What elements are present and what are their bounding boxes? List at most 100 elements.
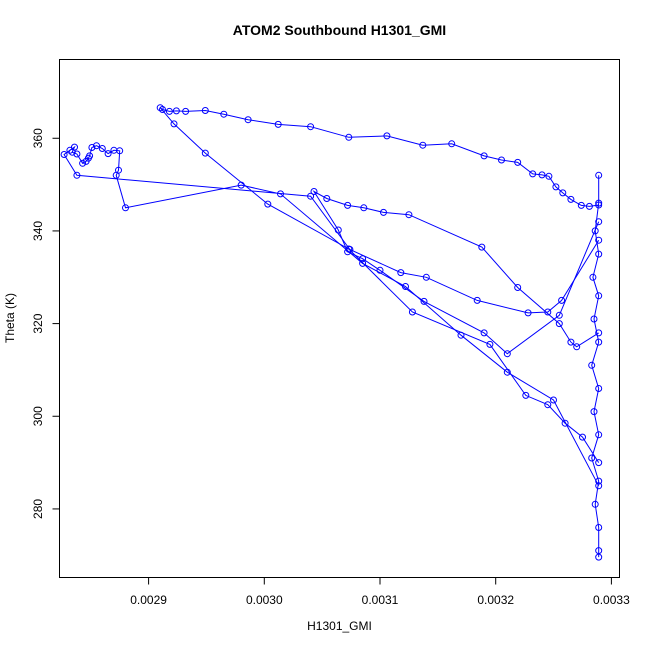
data-point: [595, 218, 603, 226]
data-point: [559, 189, 567, 197]
data-point: [359, 259, 367, 267]
data-point: [344, 248, 352, 256]
data-point: [529, 170, 537, 178]
data-point: [595, 431, 603, 439]
data-point: [595, 524, 603, 531]
x-tick-label: 0.0032: [477, 593, 514, 607]
data-point: [544, 308, 552, 316]
data-point: [595, 338, 603, 346]
data-point: [88, 144, 96, 151]
data-point: [68, 148, 76, 156]
data-point: [201, 107, 209, 114]
series-line: [159, 107, 600, 463]
data-point: [457, 331, 465, 339]
y-tick-label: 300: [31, 406, 45, 426]
data-point: [522, 391, 530, 399]
data-point: [122, 204, 129, 212]
y-tick-label: 360: [31, 128, 45, 148]
data-point: [344, 201, 352, 209]
data-point: [595, 250, 603, 258]
data-point: [591, 500, 599, 508]
data-point: [503, 368, 511, 376]
data-point: [237, 181, 245, 189]
data-point: [480, 329, 488, 337]
data-point: [591, 227, 599, 235]
x-tick-label: 0.0029: [130, 593, 167, 607]
data-point: [172, 107, 180, 115]
series-line: [591, 175, 600, 558]
data-point: [595, 292, 603, 300]
data-point: [555, 311, 563, 319]
data-point: [334, 226, 342, 234]
data-point: [595, 459, 603, 467]
y-tick-label: 280: [31, 499, 45, 519]
data-point: [422, 273, 430, 281]
data-point: [448, 140, 456, 148]
data-point: [595, 171, 603, 179]
data-point: [220, 110, 228, 118]
data-point: [73, 150, 81, 158]
data-point: [595, 553, 603, 561]
data-point: [156, 104, 164, 112]
data-point: [595, 477, 603, 485]
data-point: [588, 454, 596, 462]
data-point: [498, 156, 505, 164]
x-tick-label: 0.0031: [362, 593, 399, 607]
data-point: [60, 151, 68, 158]
data-point: [595, 385, 603, 392]
series-1: [156, 104, 603, 467]
y-axis: 280 300 320 340 360: [31, 59, 60, 578]
data-point: [104, 150, 112, 158]
data-point: [408, 308, 416, 316]
x-tick-label: 0.0030: [246, 593, 283, 607]
data-point: [73, 171, 81, 179]
data-point: [514, 284, 522, 291]
series-line: [312, 190, 600, 355]
data-point: [383, 132, 391, 140]
data-point: [376, 266, 384, 274]
data-point: [359, 255, 367, 263]
data-point: [577, 201, 585, 209]
data-point: [323, 195, 331, 202]
data-point: [473, 296, 481, 304]
data-point: [514, 158, 522, 166]
data-point: [405, 211, 413, 219]
x-axis: 0.0029 0.0030 0.0031 0.0032 0.0033: [59, 577, 630, 607]
data-point: [595, 329, 603, 337]
data-point: [116, 147, 124, 155]
y-tick-label: 320: [31, 313, 45, 333]
data-point: [478, 243, 486, 251]
data-point: [274, 120, 282, 128]
data-point: [486, 340, 494, 348]
x-axis-label: H1301_GMI: [307, 619, 372, 633]
data-point: [66, 146, 74, 154]
data-point: [579, 433, 586, 441]
data-point: [345, 133, 353, 141]
data-point: [307, 123, 315, 131]
data-point: [552, 183, 560, 191]
x-tick-label: 0.0033: [593, 593, 630, 607]
data-point: [524, 309, 532, 317]
data-point: [420, 297, 428, 305]
data-point: [307, 192, 315, 200]
data-point: [590, 408, 598, 416]
series-line: [63, 145, 600, 487]
data-point: [538, 171, 546, 179]
series-2: [60, 142, 603, 490]
data-point: [310, 188, 318, 195]
data-point: [165, 107, 173, 115]
data-point: [112, 171, 120, 179]
data-point: [360, 204, 368, 212]
data-point: [595, 236, 603, 244]
data-point: [170, 120, 178, 128]
data-point: [550, 396, 557, 404]
data-point: [480, 152, 488, 160]
data-point: [419, 141, 427, 149]
data-point: [93, 142, 100, 150]
data-point: [585, 202, 593, 210]
data-point: [182, 107, 190, 115]
data-point: [98, 145, 106, 152]
y-tick-label: 340: [31, 221, 45, 241]
data-point: [277, 190, 284, 198]
